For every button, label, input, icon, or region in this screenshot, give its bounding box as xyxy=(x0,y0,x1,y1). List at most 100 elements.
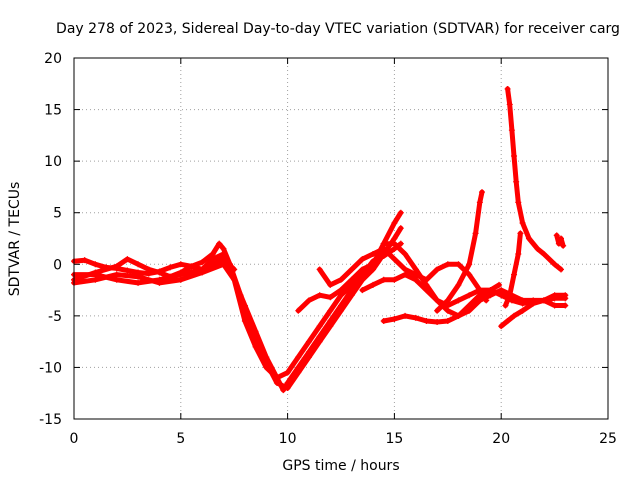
data-point xyxy=(284,385,291,392)
data-point xyxy=(525,235,532,242)
data-point xyxy=(397,225,404,232)
data-point xyxy=(216,240,223,247)
data-point xyxy=(476,199,483,206)
data-point xyxy=(511,271,518,278)
axis-ticks: 0 5 10 15 20 25 -15 -10 -5 0 5 10 15 20 xyxy=(39,51,617,447)
data-point xyxy=(434,266,441,273)
series-line xyxy=(554,232,566,249)
x-tick-label: 15 xyxy=(385,431,403,447)
data-point xyxy=(434,307,441,314)
data-point xyxy=(135,273,142,280)
data-point xyxy=(135,279,142,286)
data-point xyxy=(305,297,312,304)
data-point xyxy=(558,235,565,242)
data-point xyxy=(397,240,404,247)
series-line xyxy=(71,225,404,391)
data-point xyxy=(466,261,473,268)
data-point xyxy=(553,232,560,239)
data-point xyxy=(156,279,163,286)
data-point xyxy=(348,276,355,283)
data-point xyxy=(466,271,473,278)
series-arc-2 xyxy=(71,225,404,392)
data-point xyxy=(496,281,503,288)
data-point xyxy=(540,297,547,304)
data-point xyxy=(423,276,430,283)
data-point xyxy=(513,178,520,185)
data-point xyxy=(209,261,216,268)
data-point xyxy=(199,259,206,266)
series-arc-9 xyxy=(434,189,485,314)
data-point xyxy=(177,276,184,283)
series-line xyxy=(71,256,237,283)
y-tick-label: 10 xyxy=(44,154,62,170)
data-point xyxy=(348,266,355,273)
data-point xyxy=(359,266,366,273)
data-point xyxy=(534,245,541,252)
data-point xyxy=(113,263,120,270)
y-tick-label: 0 xyxy=(53,257,62,273)
data-point xyxy=(402,312,409,319)
data-point xyxy=(551,261,558,268)
data-point xyxy=(466,292,473,299)
x-axis-label: GPS time / hours xyxy=(282,458,399,474)
data-point xyxy=(391,220,398,227)
data-point xyxy=(316,266,323,273)
data-point xyxy=(519,220,526,227)
data-point xyxy=(515,199,522,206)
data-point xyxy=(483,297,490,304)
data-point xyxy=(423,287,430,294)
data-point xyxy=(316,338,323,345)
data-point xyxy=(498,287,505,294)
data-point xyxy=(92,261,99,268)
data-point xyxy=(231,266,238,273)
data-point xyxy=(295,307,302,314)
data-point xyxy=(540,250,547,257)
data-point xyxy=(220,256,227,263)
data-point xyxy=(455,297,462,304)
data-point xyxy=(327,307,334,314)
data-point xyxy=(498,292,505,299)
data-point xyxy=(434,297,441,304)
data-point xyxy=(444,261,451,268)
data-point xyxy=(338,276,344,283)
data-point xyxy=(177,269,184,276)
x-tick-label: 10 xyxy=(279,431,297,447)
data-point xyxy=(476,292,483,299)
data-point xyxy=(370,261,377,268)
data-point xyxy=(551,292,558,299)
series-arc-12 xyxy=(504,85,565,273)
data-point xyxy=(124,256,131,263)
data-point xyxy=(305,338,312,345)
data-point xyxy=(560,242,567,249)
data-point xyxy=(113,276,120,283)
data-point xyxy=(370,281,377,288)
data-point xyxy=(380,318,387,325)
series-line xyxy=(498,292,568,329)
data-point xyxy=(284,369,291,376)
data-point xyxy=(295,354,302,361)
data-point xyxy=(402,250,409,257)
data-point xyxy=(434,319,441,326)
data-point xyxy=(391,235,398,242)
data-point xyxy=(511,312,518,319)
data-point xyxy=(359,256,366,263)
data-point xyxy=(305,354,312,361)
data-point xyxy=(359,287,366,294)
data-point xyxy=(113,271,120,278)
data-point xyxy=(81,257,88,264)
series-arc-7 xyxy=(316,245,490,304)
data-point xyxy=(156,269,163,276)
data-point xyxy=(273,379,280,386)
series-line xyxy=(505,86,564,272)
data-point xyxy=(478,189,485,196)
data-point xyxy=(145,266,152,273)
data-point xyxy=(273,374,280,381)
y-tick-label: 5 xyxy=(53,206,62,222)
data-point xyxy=(517,230,524,237)
data-point xyxy=(92,276,99,283)
data-point xyxy=(555,240,562,247)
data-point xyxy=(348,292,355,299)
data-point xyxy=(498,323,505,330)
data-point xyxy=(511,152,518,159)
data-point xyxy=(316,323,323,330)
